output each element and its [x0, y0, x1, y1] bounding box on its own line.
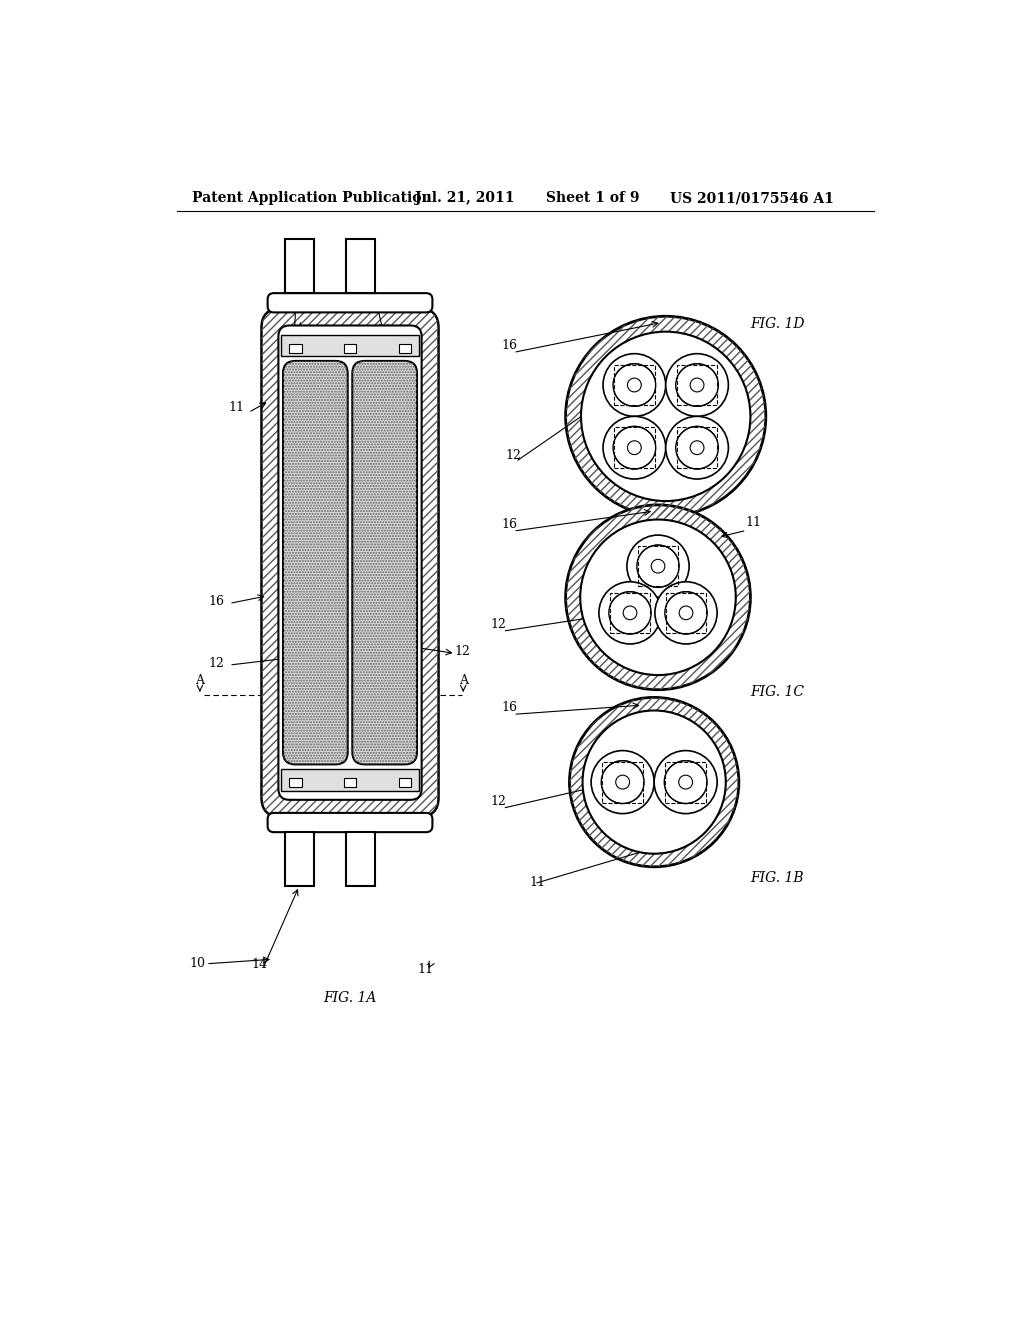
Text: 14: 14: [282, 331, 298, 345]
Text: FIG. 1C: FIG. 1C: [751, 685, 805, 698]
Text: 16: 16: [209, 595, 224, 609]
Circle shape: [651, 560, 665, 573]
Circle shape: [627, 535, 689, 597]
Circle shape: [654, 751, 717, 813]
Bar: [289, 345, 301, 354]
Circle shape: [599, 582, 662, 644]
Text: US 2011/0175546 A1: US 2011/0175546 A1: [670, 191, 834, 206]
Text: 14a: 14a: [375, 323, 398, 337]
Circle shape: [637, 545, 679, 587]
Bar: [610, 593, 650, 634]
Text: 11: 11: [228, 401, 245, 414]
Bar: [344, 345, 356, 354]
Circle shape: [603, 354, 666, 416]
Bar: [666, 593, 707, 634]
Circle shape: [666, 416, 728, 479]
Circle shape: [676, 426, 719, 469]
Text: Sheet 1 of 9: Sheet 1 of 9: [547, 191, 640, 206]
Bar: [346, 239, 376, 293]
Text: 12: 12: [490, 618, 507, 631]
Bar: [289, 779, 301, 788]
Bar: [398, 779, 411, 788]
Text: FIG. 1D: FIG. 1D: [751, 317, 805, 331]
Bar: [398, 345, 411, 354]
Text: 12: 12: [506, 449, 521, 462]
FancyBboxPatch shape: [267, 813, 432, 832]
FancyBboxPatch shape: [352, 360, 417, 764]
Text: 16: 16: [502, 339, 518, 352]
Circle shape: [690, 378, 703, 392]
Circle shape: [655, 582, 717, 644]
Text: Patent Application Publication: Patent Application Publication: [193, 191, 432, 206]
Circle shape: [569, 697, 739, 867]
Circle shape: [615, 775, 630, 789]
Circle shape: [601, 760, 644, 804]
Circle shape: [628, 378, 641, 392]
Circle shape: [676, 364, 719, 407]
Text: FIG. 1B: FIG. 1B: [751, 871, 804, 886]
Circle shape: [679, 606, 693, 619]
Text: 12: 12: [209, 656, 224, 669]
Circle shape: [583, 710, 726, 854]
Bar: [282, 770, 419, 791]
Text: A: A: [196, 675, 205, 688]
Circle shape: [679, 775, 692, 789]
FancyBboxPatch shape: [279, 326, 422, 800]
Text: 12: 12: [454, 645, 470, 659]
Text: 12: 12: [490, 795, 507, 808]
Text: 16: 16: [502, 701, 518, 714]
Circle shape: [565, 317, 766, 516]
Circle shape: [565, 506, 751, 690]
Circle shape: [613, 426, 655, 469]
Bar: [614, 428, 654, 469]
Text: 11: 11: [529, 876, 546, 890]
Text: A: A: [459, 675, 468, 688]
Circle shape: [581, 331, 751, 502]
Circle shape: [665, 760, 708, 804]
Circle shape: [690, 441, 703, 454]
Bar: [677, 364, 718, 405]
Bar: [677, 428, 718, 469]
FancyBboxPatch shape: [283, 360, 348, 764]
Text: FIG. 1A: FIG. 1A: [324, 990, 377, 1005]
Circle shape: [628, 441, 641, 454]
Bar: [666, 762, 707, 803]
Circle shape: [591, 751, 654, 813]
Text: 10: 10: [189, 957, 206, 970]
Text: 16: 16: [502, 517, 518, 531]
Text: Jul. 21, 2011: Jul. 21, 2011: [416, 191, 515, 206]
Bar: [346, 832, 376, 886]
Circle shape: [581, 520, 736, 675]
Bar: [614, 364, 654, 405]
Bar: [602, 762, 643, 803]
Bar: [638, 546, 678, 586]
Bar: [285, 832, 313, 886]
Circle shape: [609, 591, 651, 634]
Text: 14: 14: [252, 958, 268, 972]
Bar: [285, 239, 313, 293]
Circle shape: [624, 606, 637, 619]
Text: 11: 11: [745, 516, 761, 529]
Circle shape: [603, 416, 666, 479]
Circle shape: [613, 364, 655, 407]
Text: 11: 11: [418, 964, 433, 975]
Bar: [282, 335, 419, 356]
Circle shape: [665, 591, 708, 634]
Circle shape: [666, 354, 728, 416]
FancyBboxPatch shape: [261, 309, 438, 817]
Bar: [344, 779, 356, 788]
FancyBboxPatch shape: [267, 293, 432, 313]
